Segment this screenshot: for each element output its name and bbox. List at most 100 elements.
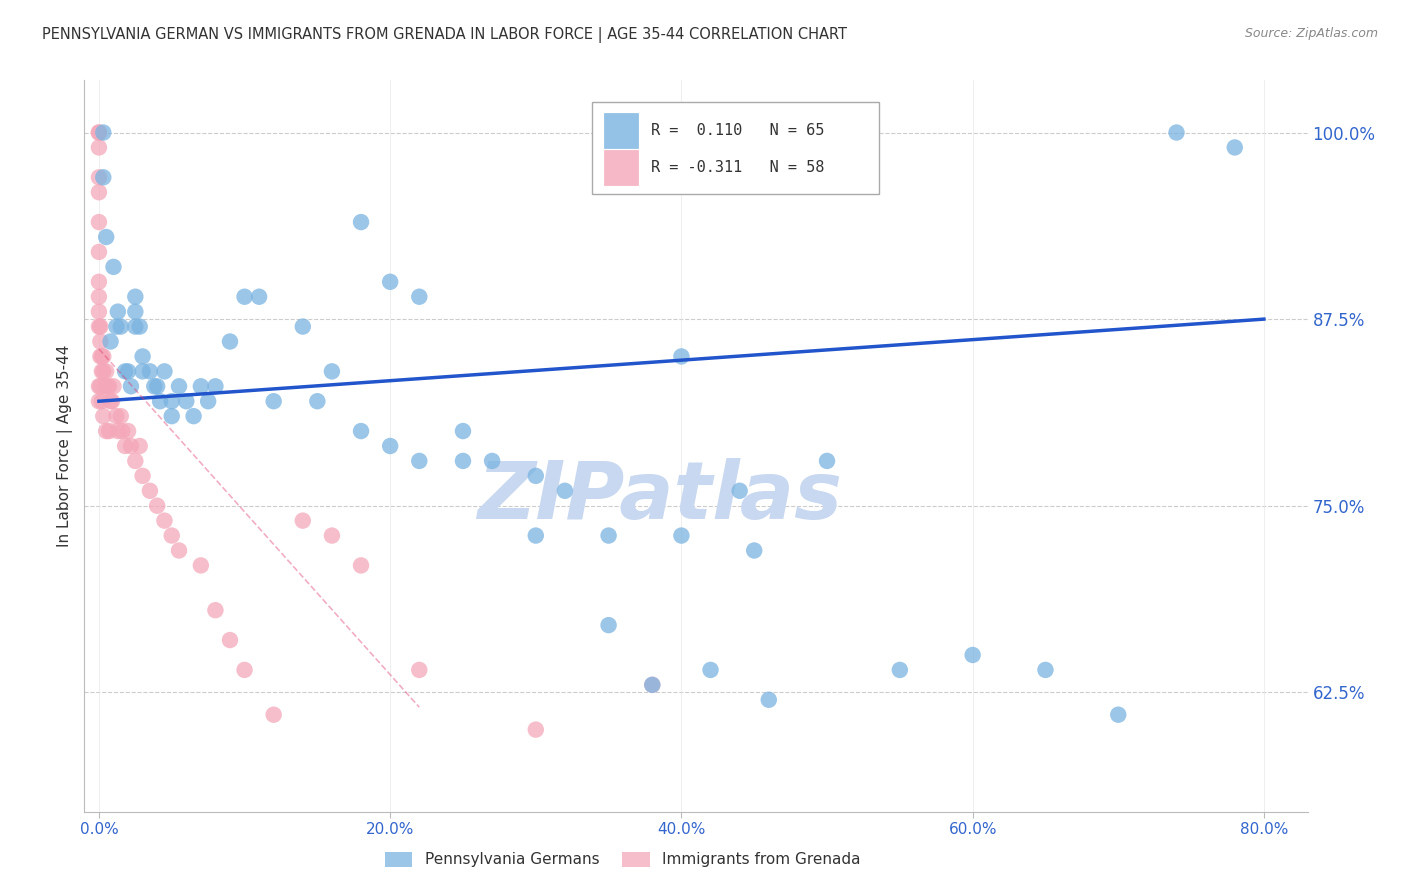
Point xyxy=(96,230,118,244)
Point xyxy=(90,350,112,364)
Point xyxy=(233,663,256,677)
Point xyxy=(671,528,693,542)
Point xyxy=(143,379,166,393)
Point xyxy=(87,186,110,200)
Point xyxy=(190,558,212,573)
Point xyxy=(380,275,402,289)
Point xyxy=(1166,126,1188,140)
Point xyxy=(167,379,190,393)
Point xyxy=(728,483,751,498)
Point xyxy=(962,648,984,662)
Point xyxy=(146,379,169,393)
Point xyxy=(190,379,212,393)
Point xyxy=(97,379,120,393)
Point xyxy=(408,290,430,304)
Point xyxy=(153,514,176,528)
Point xyxy=(90,364,112,378)
Point xyxy=(451,424,474,438)
Point xyxy=(96,364,118,378)
Point xyxy=(120,439,142,453)
Point xyxy=(107,304,129,318)
Point xyxy=(105,319,128,334)
Point xyxy=(641,678,664,692)
Point xyxy=(1035,663,1057,677)
Point xyxy=(291,514,314,528)
FancyBboxPatch shape xyxy=(592,103,880,194)
Point xyxy=(451,454,474,468)
Point xyxy=(87,126,110,140)
Point xyxy=(149,394,172,409)
Point xyxy=(89,319,111,334)
Point xyxy=(87,379,110,393)
Point xyxy=(146,499,169,513)
Text: Source: ZipAtlas.com: Source: ZipAtlas.com xyxy=(1244,27,1378,40)
Point xyxy=(219,334,242,349)
Point xyxy=(110,409,132,424)
Point xyxy=(524,723,547,737)
Point xyxy=(598,528,620,542)
Point xyxy=(889,663,911,677)
Point xyxy=(111,424,134,438)
Point xyxy=(98,424,121,438)
Point xyxy=(89,350,111,364)
Point xyxy=(554,483,576,498)
Point xyxy=(87,394,110,409)
Point xyxy=(91,350,114,364)
Point xyxy=(160,409,183,424)
Point xyxy=(160,528,183,542)
Point xyxy=(598,618,620,632)
Point xyxy=(105,409,128,424)
Point xyxy=(96,424,118,438)
Point xyxy=(350,424,373,438)
Point xyxy=(167,543,190,558)
Point xyxy=(131,350,153,364)
Y-axis label: In Labor Force | Age 35-44: In Labor Force | Age 35-44 xyxy=(58,345,73,547)
Point xyxy=(139,483,162,498)
FancyBboxPatch shape xyxy=(605,113,638,148)
Point xyxy=(197,394,219,409)
Point xyxy=(124,454,146,468)
Point xyxy=(107,424,129,438)
Point xyxy=(263,707,285,722)
Point xyxy=(153,364,176,378)
Point xyxy=(524,468,547,483)
Point xyxy=(524,528,547,542)
Point xyxy=(815,454,838,468)
Text: PENNSYLVANIA GERMAN VS IMMIGRANTS FROM GRENADA IN LABOR FORCE | AGE 35-44 CORREL: PENNSYLVANIA GERMAN VS IMMIGRANTS FROM G… xyxy=(42,27,848,43)
Point xyxy=(87,290,110,304)
Point xyxy=(1107,707,1129,722)
Point xyxy=(114,439,136,453)
Point xyxy=(307,394,329,409)
Point xyxy=(131,364,153,378)
Point xyxy=(87,244,110,259)
Point xyxy=(742,543,765,558)
Point xyxy=(124,319,146,334)
Point xyxy=(87,275,110,289)
Point xyxy=(87,126,110,140)
Point xyxy=(699,663,721,677)
FancyBboxPatch shape xyxy=(605,150,638,185)
Point xyxy=(87,170,110,185)
Point xyxy=(90,394,112,409)
Point xyxy=(101,394,124,409)
Point xyxy=(321,528,343,542)
Point xyxy=(91,409,114,424)
Point xyxy=(124,290,146,304)
Point xyxy=(87,140,110,154)
Legend: Pennsylvania Germans, Immigrants from Grenada: Pennsylvania Germans, Immigrants from Gr… xyxy=(378,846,866,873)
Point xyxy=(408,663,430,677)
Point xyxy=(758,692,780,706)
Point xyxy=(291,319,314,334)
Point xyxy=(87,215,110,229)
Point xyxy=(380,439,402,453)
Point xyxy=(124,304,146,318)
Point xyxy=(117,364,139,378)
Point xyxy=(117,424,139,438)
Point xyxy=(93,379,115,393)
Point xyxy=(114,364,136,378)
Point xyxy=(100,394,122,409)
Point xyxy=(204,379,226,393)
Point xyxy=(128,319,150,334)
Point xyxy=(103,379,125,393)
Point xyxy=(89,379,111,393)
